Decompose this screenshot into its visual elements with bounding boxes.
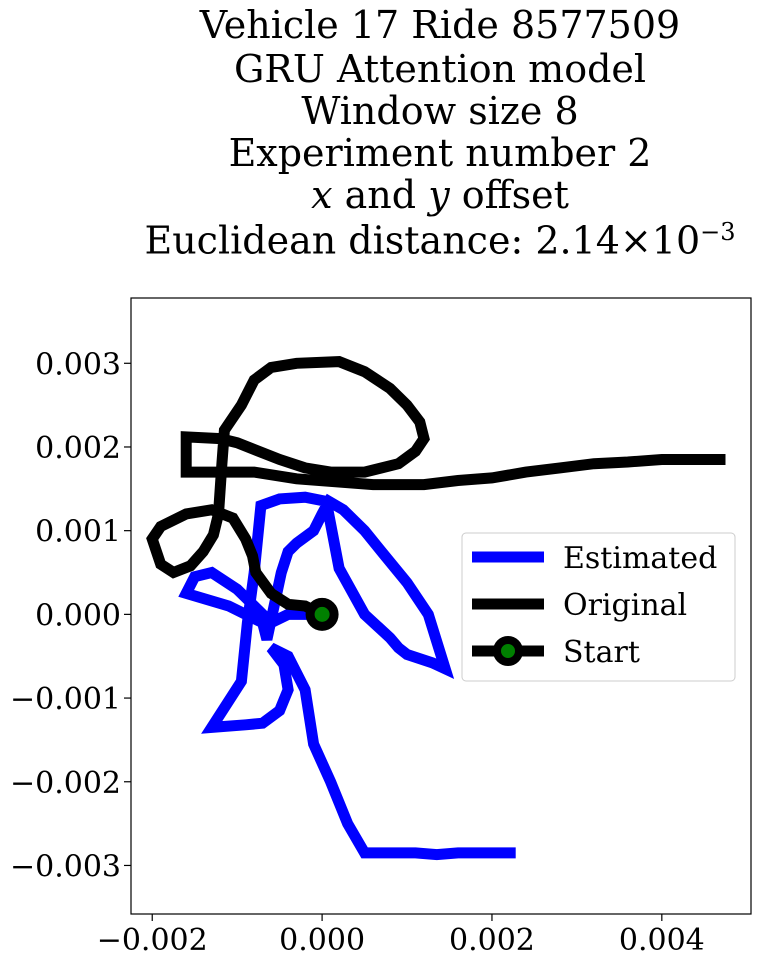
x-tick-label: −0.002 bbox=[97, 923, 208, 958]
legend-box bbox=[461, 532, 736, 682]
title-offset-y: y bbox=[428, 173, 450, 217]
title-line-offset: x and y offset bbox=[40, 176, 758, 214]
x-tick-label: 0.002 bbox=[449, 923, 535, 958]
title-line-vehicle: Vehicle 17 Ride 8577509 bbox=[199, 3, 681, 47]
x-tick-label: 0.004 bbox=[619, 923, 705, 958]
title-dist-times: × bbox=[619, 218, 652, 263]
y-tick-label: −0.002 bbox=[10, 766, 121, 801]
legend-original-label: Original bbox=[563, 588, 687, 623]
y-tick-label: 0.003 bbox=[35, 347, 121, 382]
title-line-experiment: Experiment number 2 bbox=[228, 131, 652, 175]
title-line-window: Window size 8 bbox=[301, 89, 579, 133]
legend: Estimated Original Start bbox=[461, 532, 736, 682]
title-dist-exp: −3 bbox=[700, 218, 736, 246]
y-tick-label: 0.000 bbox=[35, 598, 121, 633]
y-tick-label: −0.003 bbox=[10, 849, 121, 884]
title-dist-mantissa: 2.14 bbox=[535, 218, 620, 263]
title-dist-base: 10 bbox=[651, 218, 701, 263]
legend-estimated-label: Estimated bbox=[563, 541, 717, 576]
y-tick-label: 0.002 bbox=[35, 431, 121, 466]
y-tick-label: −0.001 bbox=[10, 682, 121, 717]
series-estimated-line bbox=[178, 491, 516, 861]
chart-title: Vehicle 17 Ride 8577509 GRU Attention mo… bbox=[0, 0, 758, 280]
title-line-model: GRU Attention model bbox=[233, 47, 647, 91]
title-line-distance: Euclidean distance: 2.14×10−3 bbox=[40, 220, 758, 260]
start-point-marker bbox=[305, 597, 339, 631]
series-original-line bbox=[146, 356, 726, 620]
y-axis: −0.003 −0.002 −0.001 0.000 0.001 0.002 0.003 bbox=[10, 347, 131, 884]
title-dist-prefix: Euclidean distance: bbox=[144, 218, 536, 263]
x-axis: −0.002 0.000 0.002 0.004 bbox=[97, 914, 705, 958]
y-tick-label: 0.001 bbox=[35, 515, 121, 550]
legend-start-marker bbox=[493, 636, 523, 666]
title-offset-and: and bbox=[344, 173, 417, 217]
series-layer bbox=[146, 356, 726, 861]
legend-start-label: Start bbox=[563, 635, 640, 670]
axes-frame bbox=[130, 297, 752, 915]
title-offset-word: offset bbox=[461, 173, 569, 217]
title-offset-x: x bbox=[311, 173, 333, 217]
x-tick-label: 0.000 bbox=[279, 923, 365, 958]
